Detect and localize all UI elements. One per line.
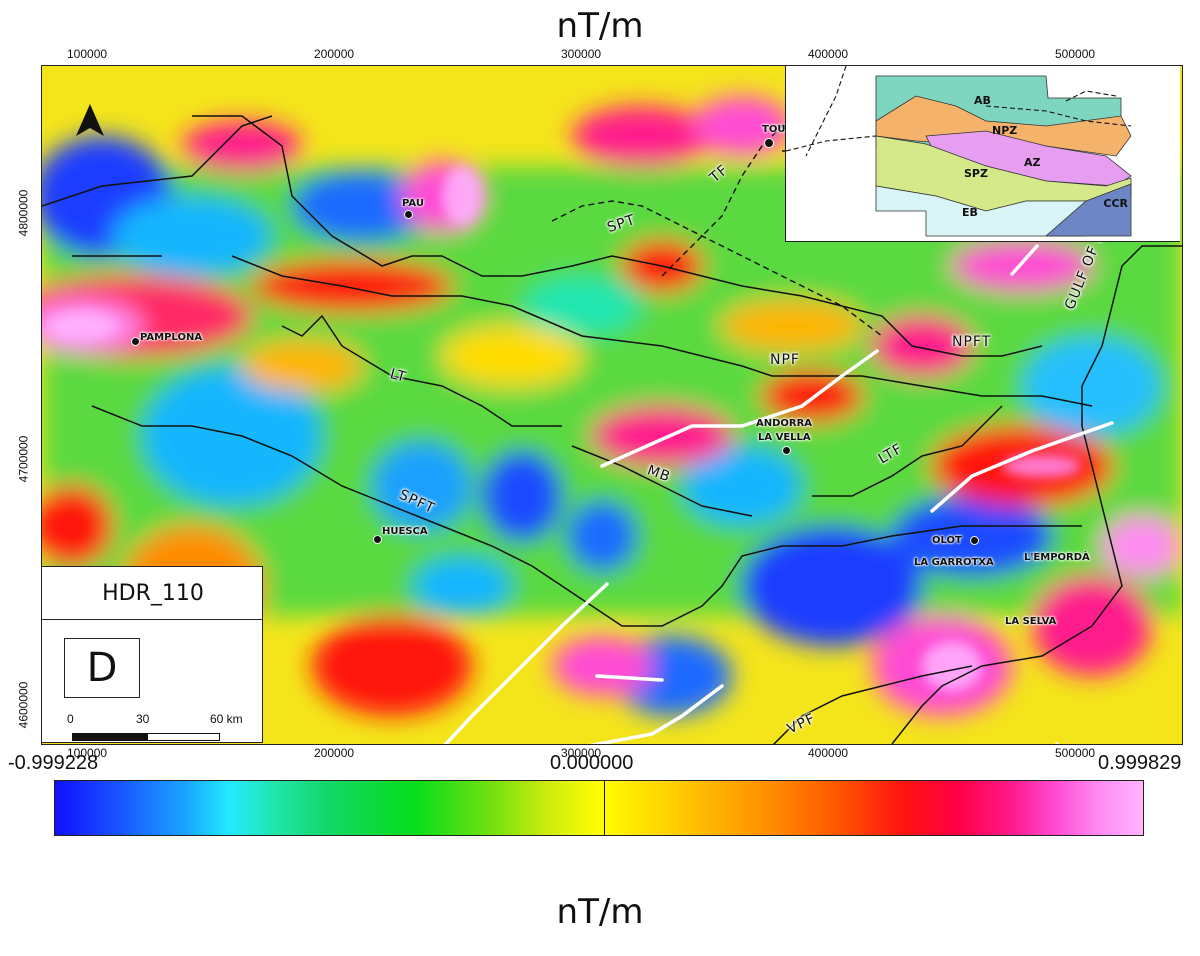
- bottom-unit-title: nT/m: [556, 892, 644, 932]
- y-tick-left: 4600000: [16, 681, 31, 729]
- city-marker: [970, 536, 979, 545]
- inset-label-az: AZ: [1024, 156, 1041, 169]
- legend-title-box: HDR_110: [41, 566, 263, 620]
- legend-body-box: D 0 30 60 km: [41, 619, 263, 743]
- x-tick-bottom: 200000: [314, 746, 355, 760]
- x-tick-top: 400000: [808, 47, 849, 61]
- city-label-la-vella: LA VELLA: [758, 432, 811, 443]
- city-label-pau: PAU: [402, 198, 424, 209]
- city-label-olot: OLOT: [932, 535, 962, 546]
- x-tick-bottom: 100000: [67, 746, 108, 760]
- city-marker: [131, 337, 140, 346]
- colorbar: [54, 780, 1144, 836]
- map-id-label: HDR_110: [102, 581, 204, 606]
- colorbar-min-label: -0.999228: [8, 752, 99, 774]
- colorbar-zero-line: [604, 781, 605, 835]
- inset-label-eb: EB: [962, 206, 978, 219]
- x-tick-bottom: 500000: [1055, 746, 1096, 760]
- inset-map-svg: AB NPZ AZ SPZ EB CCR: [785, 65, 1132, 237]
- scale-tick-30: 30: [136, 712, 150, 726]
- city-label-andorra: ANDORRA: [756, 418, 813, 429]
- inset-label-ccr: CCR: [1103, 197, 1128, 210]
- x-tick-top: 300000: [561, 47, 602, 61]
- y-tick-left: 4800000: [16, 189, 31, 237]
- region-label-la-garrotxa: LA GARROTXA: [914, 557, 994, 568]
- fault-label-npf: NPF: [770, 352, 800, 368]
- inset-label-spz: SPZ: [964, 167, 988, 180]
- city-label-huesca: HUESCA: [382, 526, 428, 537]
- city-marker: [764, 138, 774, 148]
- colorbar-mid-label: 0.000000: [550, 752, 634, 774]
- top-unit-title: nT/m: [556, 6, 644, 46]
- colorbar-max-label: 0.999829: [1098, 752, 1182, 774]
- x-tick-top: 100000: [67, 47, 108, 61]
- y-tick-left: 4700000: [16, 435, 31, 483]
- city-marker: [782, 446, 791, 455]
- city-label-pamplona: PAMPLONA: [140, 332, 203, 343]
- scale-tick-60: 60 km: [210, 712, 243, 726]
- scale-bar-white: [147, 733, 220, 741]
- x-tick-bottom: 400000: [808, 746, 849, 760]
- inset-label-ab: AB: [974, 94, 991, 107]
- fault-label-npft: NPFT: [952, 334, 992, 350]
- scale-bar-black: [72, 733, 147, 741]
- city-marker: [373, 535, 382, 544]
- inset-label-npz: NPZ: [992, 124, 1017, 137]
- x-tick-bottom: 300000: [561, 746, 602, 760]
- region-label-emporda: L'EMPORDÀ: [1024, 552, 1090, 563]
- panel-letter: D: [86, 645, 118, 691]
- panel-letter-box: D: [64, 638, 140, 698]
- city-marker: [404, 210, 413, 219]
- north-arrow-icon: [76, 104, 104, 136]
- x-tick-top: 200000: [314, 47, 355, 61]
- scale-tick-0: 0: [67, 712, 74, 726]
- region-label-la-selva: LA SELVA: [1005, 616, 1057, 627]
- inset-map: AB NPZ AZ SPZ EB CCR: [785, 65, 1180, 242]
- x-tick-top: 500000: [1055, 47, 1096, 61]
